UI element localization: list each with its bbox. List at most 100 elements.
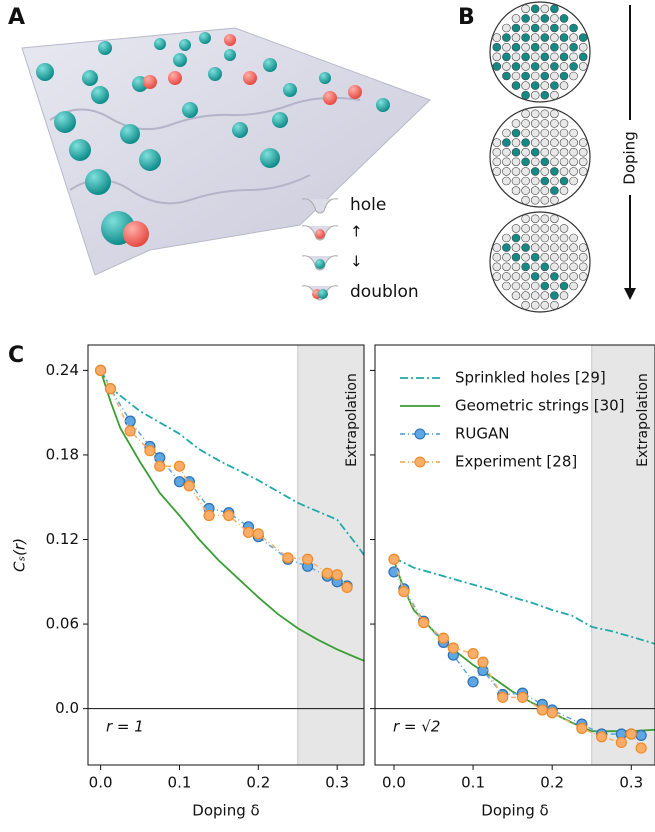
site [502,33,511,42]
particle [69,139,91,161]
site [502,71,511,81]
site [511,186,521,195]
arrow-head [624,288,636,300]
site [530,52,540,62]
particle [199,32,211,44]
site [578,167,588,176]
site [492,167,502,176]
site [540,33,550,42]
site [521,4,530,14]
site [511,71,521,81]
site [530,300,540,310]
site [550,252,559,262]
site [521,272,530,281]
particle [315,259,325,269]
site [530,119,540,128]
site [550,62,559,71]
site [569,42,578,52]
site [569,23,578,33]
particle [173,53,187,67]
site [540,167,550,176]
site [521,42,530,52]
site [540,233,550,243]
site [492,33,502,42]
site [578,62,588,71]
annotation: Extrapolation [635,373,651,467]
site [540,281,550,291]
data-point [635,742,647,754]
plot: Extrapolation 0.0 0.1 0.2 0.3 Doping δ r = √2 S… [370,344,655,820]
site [550,281,559,291]
site [492,138,502,147]
site [569,138,578,147]
site [569,262,578,272]
site [559,128,569,138]
lattice-illustration [21,27,431,301]
site [511,262,521,272]
x-tick-label: 0.0 [382,774,406,792]
data-point [223,509,235,522]
data-point [536,704,548,716]
site [559,23,569,33]
series-line [99,370,348,587]
site [569,52,578,62]
site [550,71,559,81]
site [521,252,530,262]
site [550,167,559,176]
site [569,272,578,281]
site [559,42,569,52]
site [530,252,540,262]
site [530,138,540,147]
x-tick-label: 0.1 [168,774,192,792]
particle [224,34,236,46]
site [540,214,550,224]
site [521,81,530,90]
snapshot-disc [489,1,591,103]
site [521,214,530,224]
particle [272,112,288,128]
site [502,233,511,243]
particle [120,124,140,144]
site [530,109,540,119]
data-point [242,526,255,539]
annotation: r = √2 [393,718,440,736]
site [569,33,578,42]
site [559,262,569,272]
site [492,52,502,62]
site [540,71,550,81]
site [511,62,521,71]
site [511,243,521,252]
site [578,243,588,252]
site [578,262,588,272]
site [569,252,578,262]
site [550,157,559,167]
site [559,157,569,167]
site [530,272,540,281]
site [540,243,550,252]
site [511,281,521,291]
site [578,138,588,147]
snapshot-disc [489,106,591,208]
site [492,147,502,157]
site [540,14,550,23]
legend-text: doublon [350,282,419,302]
site [550,291,559,300]
site [530,71,540,81]
site [530,42,540,52]
site [511,81,521,90]
site [511,128,521,138]
site [530,14,540,23]
site [550,262,559,272]
site [559,252,569,262]
particle [85,169,111,195]
site [521,167,530,176]
legend-text: hole [350,195,386,215]
data-point [437,632,450,644]
site [511,176,521,186]
site [559,281,569,291]
site [521,224,530,233]
site [559,186,569,195]
site [502,157,511,167]
data-point [576,722,588,734]
site [530,214,540,224]
